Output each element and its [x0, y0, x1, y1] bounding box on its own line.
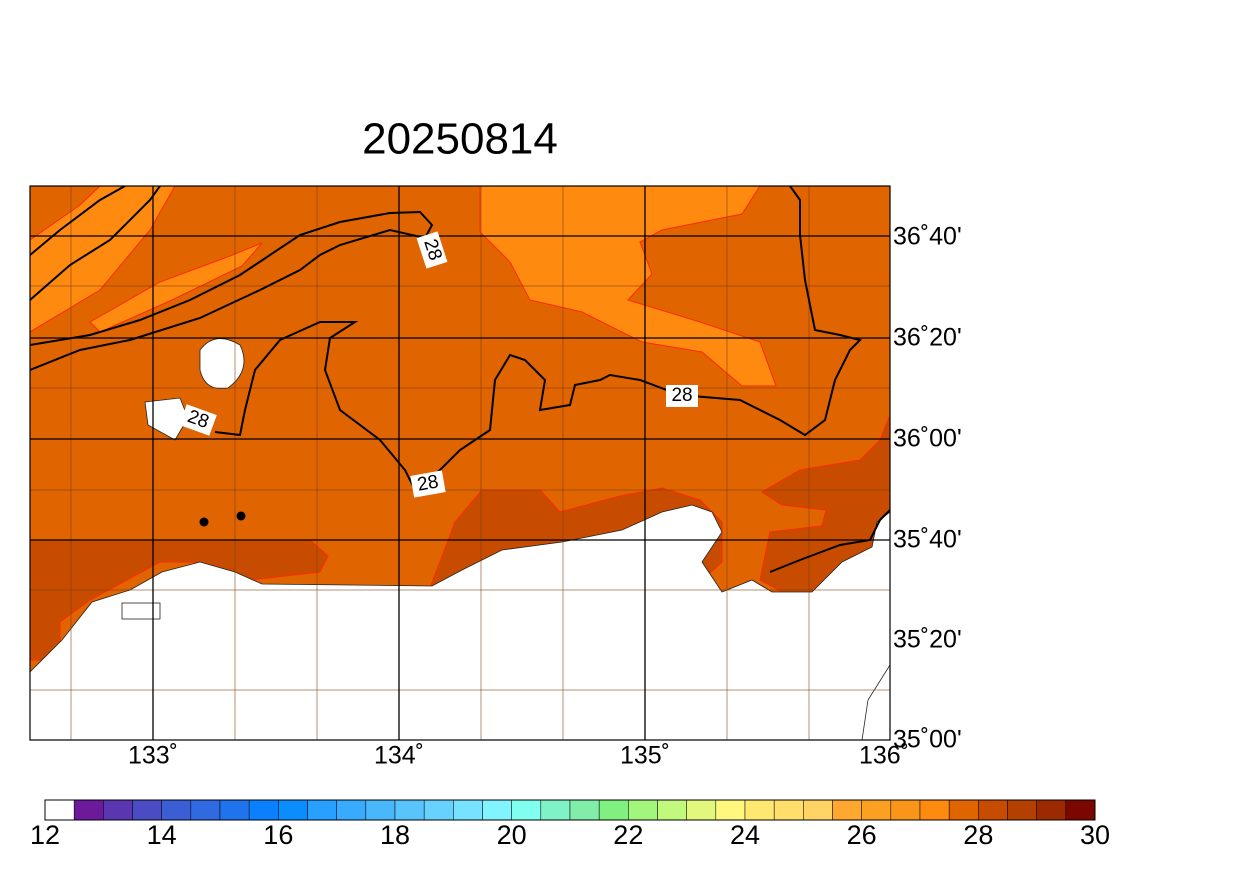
- map-frame: [29, 185, 891, 741]
- lat-label: 36˚40': [893, 223, 962, 251]
- colorbar-label: 20: [497, 820, 527, 850]
- colorbar-box: [307, 799, 337, 821]
- colorbar-box: [948, 799, 979, 821]
- colorbar-box: [803, 799, 833, 821]
- contour-label-box: 28: [416, 231, 448, 269]
- colorbar-box: [278, 799, 308, 821]
- colorbar-box: [44, 799, 75, 821]
- colorbar-box: [598, 799, 629, 821]
- island: [199, 338, 245, 389]
- island: [144, 397, 189, 441]
- colorbar-box: [423, 799, 454, 821]
- grid: [30, 186, 890, 740]
- colorbar-box: [190, 799, 221, 821]
- colorbar-box: [744, 799, 775, 821]
- lon-label: 133˚: [128, 742, 178, 770]
- colorbar: 12 14 16 18 20 22 24 26 28 30: [30, 799, 1110, 850]
- contour: [214, 186, 862, 492]
- land: [30, 504, 890, 740]
- colorbar-label: 24: [730, 820, 760, 850]
- colorbar-frame: [44, 799, 1096, 821]
- station: [236, 511, 246, 521]
- contour-label: 28: [671, 385, 692, 406]
- colorbar-box: [628, 799, 658, 821]
- colorbar-label: 12: [30, 820, 60, 850]
- colorbar-box: [248, 799, 279, 821]
- colorbar-label: 28: [963, 820, 993, 850]
- colorbar-box: [219, 799, 250, 821]
- colorbar-box: [1007, 799, 1037, 821]
- colorbar-box: [453, 799, 483, 821]
- colorbar-box: [336, 799, 367, 821]
- colorbar-box: [773, 799, 804, 821]
- colorbar-box: [832, 799, 862, 821]
- colorbar-label: 14: [147, 820, 177, 850]
- colorbar-label: 18: [380, 820, 410, 850]
- lon-label: 134˚: [374, 742, 424, 770]
- colorbar-label: 26: [847, 820, 877, 850]
- colorbar-box: [103, 799, 133, 821]
- coast: [861, 664, 890, 740]
- colorbar-label: 22: [613, 820, 643, 850]
- map-title: 20250814: [362, 115, 558, 164]
- colorbar-box: [482, 799, 512, 821]
- station: [199, 517, 209, 527]
- colorbar-label: 30: [1080, 820, 1110, 850]
- colorbar-label: 16: [263, 820, 293, 850]
- colorbar-box: [657, 799, 687, 821]
- colorbar-box: [161, 799, 192, 821]
- colorbar-box: [511, 799, 542, 821]
- colorbar-box: [394, 799, 425, 821]
- contour: [30, 210, 434, 371]
- colorbar-box: [715, 799, 746, 821]
- lat-label: 36˚00': [893, 425, 962, 453]
- warm-band: [89, 242, 263, 333]
- lon-label: 135˚: [620, 742, 670, 770]
- colorbar-box: [861, 799, 892, 821]
- contour: [30, 186, 126, 256]
- lat-label: 36˚20': [893, 324, 962, 352]
- colorbar-box: [569, 799, 600, 821]
- lat-label: 35˚00': [893, 726, 962, 754]
- lake: [121, 602, 161, 620]
- colorbar-box: [132, 799, 162, 821]
- colorbar-box: [540, 799, 571, 821]
- colorbar-box: [978, 799, 1008, 821]
- colorbar-box: [890, 799, 921, 821]
- colorbar-box: [73, 799, 104, 821]
- contour-label: 28: [416, 471, 440, 495]
- lat-label: 35˚40': [893, 526, 962, 554]
- warm-band: [30, 186, 176, 333]
- contour-label-box: 28: [410, 470, 446, 498]
- contour: [769, 509, 890, 573]
- colorbar-box: [1065, 799, 1096, 821]
- contour-label-box: 28: [666, 385, 698, 407]
- lat-label: 35˚20': [893, 626, 962, 654]
- colorbar-box: [686, 799, 717, 821]
- contour: [30, 186, 161, 301]
- colorbar-box: [365, 799, 396, 821]
- map: 28 28 28 28 36˚40' 36˚20' 36˚00' 35˚40' …: [29, 185, 962, 770]
- colorbar-box: [919, 799, 950, 821]
- colorbar-box: [1036, 799, 1067, 821]
- lon-label: 136˚: [859, 742, 909, 770]
